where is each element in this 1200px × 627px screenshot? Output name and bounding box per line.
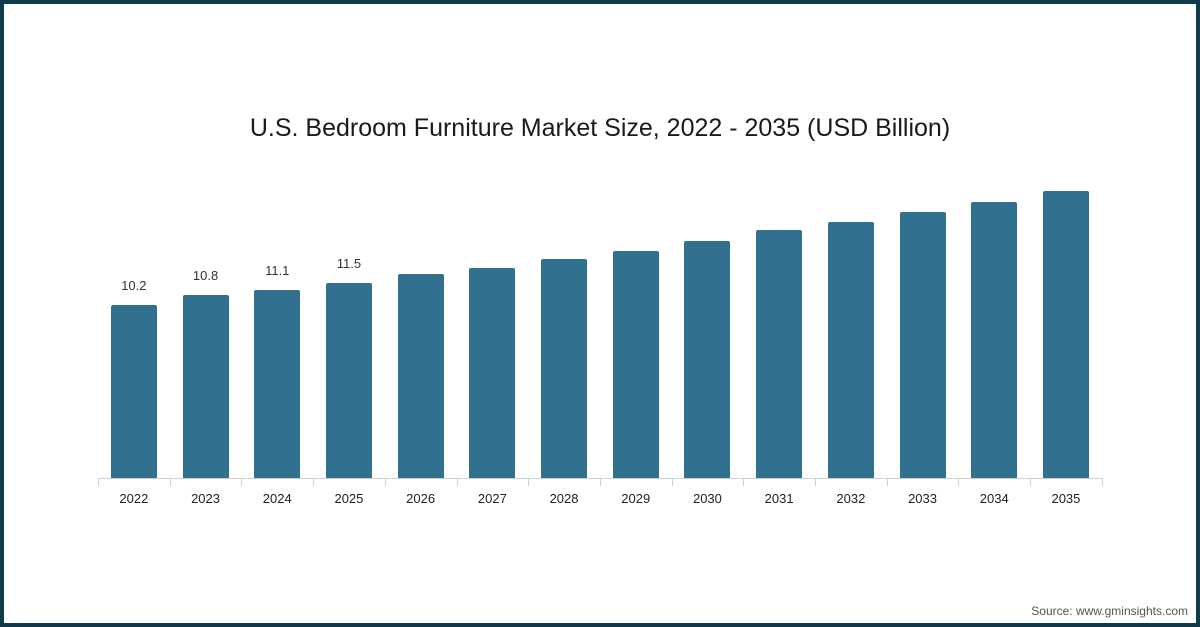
x-tick (528, 478, 530, 486)
source-credit: Source: www.gminsights.com (1031, 604, 1188, 618)
value-label-2025: 11.5 (336, 255, 362, 271)
bar-2027 (469, 267, 516, 478)
x-tick (384, 478, 386, 486)
bar-2033 (899, 211, 946, 478)
bar-2035 (1042, 191, 1089, 478)
bar-2032 (827, 221, 874, 478)
x-tick (1030, 478, 1032, 486)
x-tick (169, 478, 171, 486)
bar-2025 (325, 282, 372, 478)
x-tick (456, 478, 458, 486)
value-label-2022: 10.2 (121, 278, 147, 293)
x-tick (815, 478, 816, 486)
x-tick-label-2023: 2023 (191, 491, 220, 506)
bar-2026 (397, 274, 444, 478)
x-tick-label-2028: 2028 (549, 491, 579, 506)
bar-2029 (612, 250, 659, 478)
x-tick-label-2025: 2025 (334, 491, 364, 506)
x-tick (671, 478, 673, 486)
x-tick-label-2029: 2029 (621, 491, 651, 506)
x-tick (98, 478, 99, 486)
bar-2022 (110, 305, 157, 478)
chart-title: U.S. Bedroom Furniture Market Size, 2022… (249, 114, 951, 142)
x-tick (743, 478, 745, 486)
x-tick-label-2033: 2033 (908, 491, 937, 506)
value-label-2023: 10.8 (192, 267, 219, 283)
x-tick-label-2031: 2031 (764, 491, 794, 506)
x-tick (599, 478, 601, 486)
value-label-2024: 11.1 (265, 262, 290, 278)
bar-2028 (541, 259, 588, 478)
bar-2030 (684, 240, 731, 478)
x-tick-label-2027: 2027 (477, 491, 507, 506)
bar-2031 (756, 230, 803, 478)
x-tick (1101, 478, 1103, 486)
x-tick-label-2032: 2032 (836, 491, 866, 506)
x-tick (241, 478, 243, 486)
x-tick (886, 478, 888, 486)
x-tick-label-2035: 2035 (1051, 491, 1081, 506)
x-tick-label-2022: 2022 (119, 491, 149, 506)
x-tick-label-2026: 2026 (406, 491, 436, 506)
bar-2023 (182, 294, 229, 478)
x-tick-label-2034: 2034 (979, 491, 1009, 506)
x-tick-label-2030: 2030 (692, 491, 722, 506)
bar-2034 (971, 201, 1018, 478)
x-tick (313, 478, 315, 486)
x-tick (958, 478, 960, 486)
bar-2024 (254, 289, 301, 478)
x-tick-label-2024: 2024 (262, 491, 292, 506)
